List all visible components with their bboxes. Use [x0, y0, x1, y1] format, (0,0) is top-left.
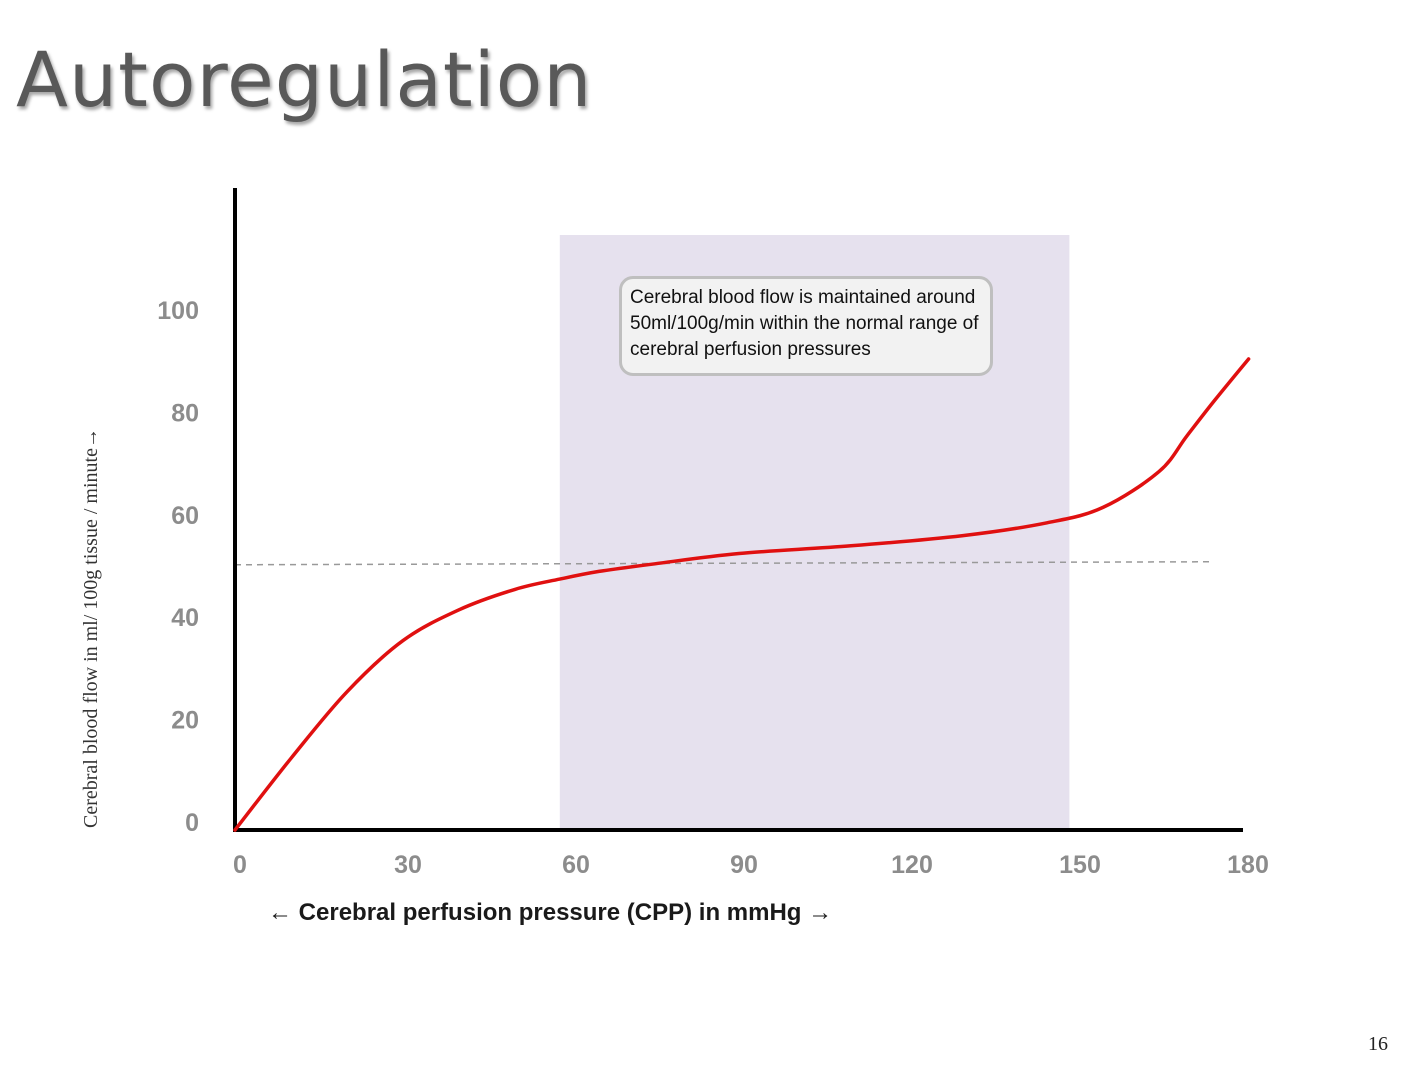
x-tick-label: 150: [1059, 851, 1101, 879]
x-tick-label: 30: [394, 851, 422, 879]
x-tick-label: 0: [233, 851, 247, 879]
x-axis-title: ← Cerebral perfusion pressure (CPP) in m…: [268, 899, 832, 926]
y-tick-label: 60: [171, 502, 199, 530]
x-tick-label: 180: [1227, 851, 1269, 879]
x-tick-label: 90: [730, 851, 758, 879]
x-tick-label: 120: [891, 851, 933, 879]
y-tick-label: 80: [171, 399, 199, 427]
annotation-box: Cerebral blood flow is maintained around…: [619, 276, 993, 376]
y-tick-label: 40: [171, 604, 199, 632]
y-tick-label: 0: [185, 809, 199, 837]
slide-title: Autoregulation: [16, 35, 593, 124]
cbf-curve: [233, 357, 1251, 832]
y-axis-title: Cerebral blood flow in ml/ 100g tissue /…: [80, 428, 102, 828]
y-tick-label: 100: [157, 297, 199, 325]
x-tick-label: 60: [562, 851, 590, 879]
page-number: 16: [1368, 1033, 1388, 1055]
y-tick-label: 20: [171, 707, 199, 735]
reference-line: [234, 561, 1210, 566]
